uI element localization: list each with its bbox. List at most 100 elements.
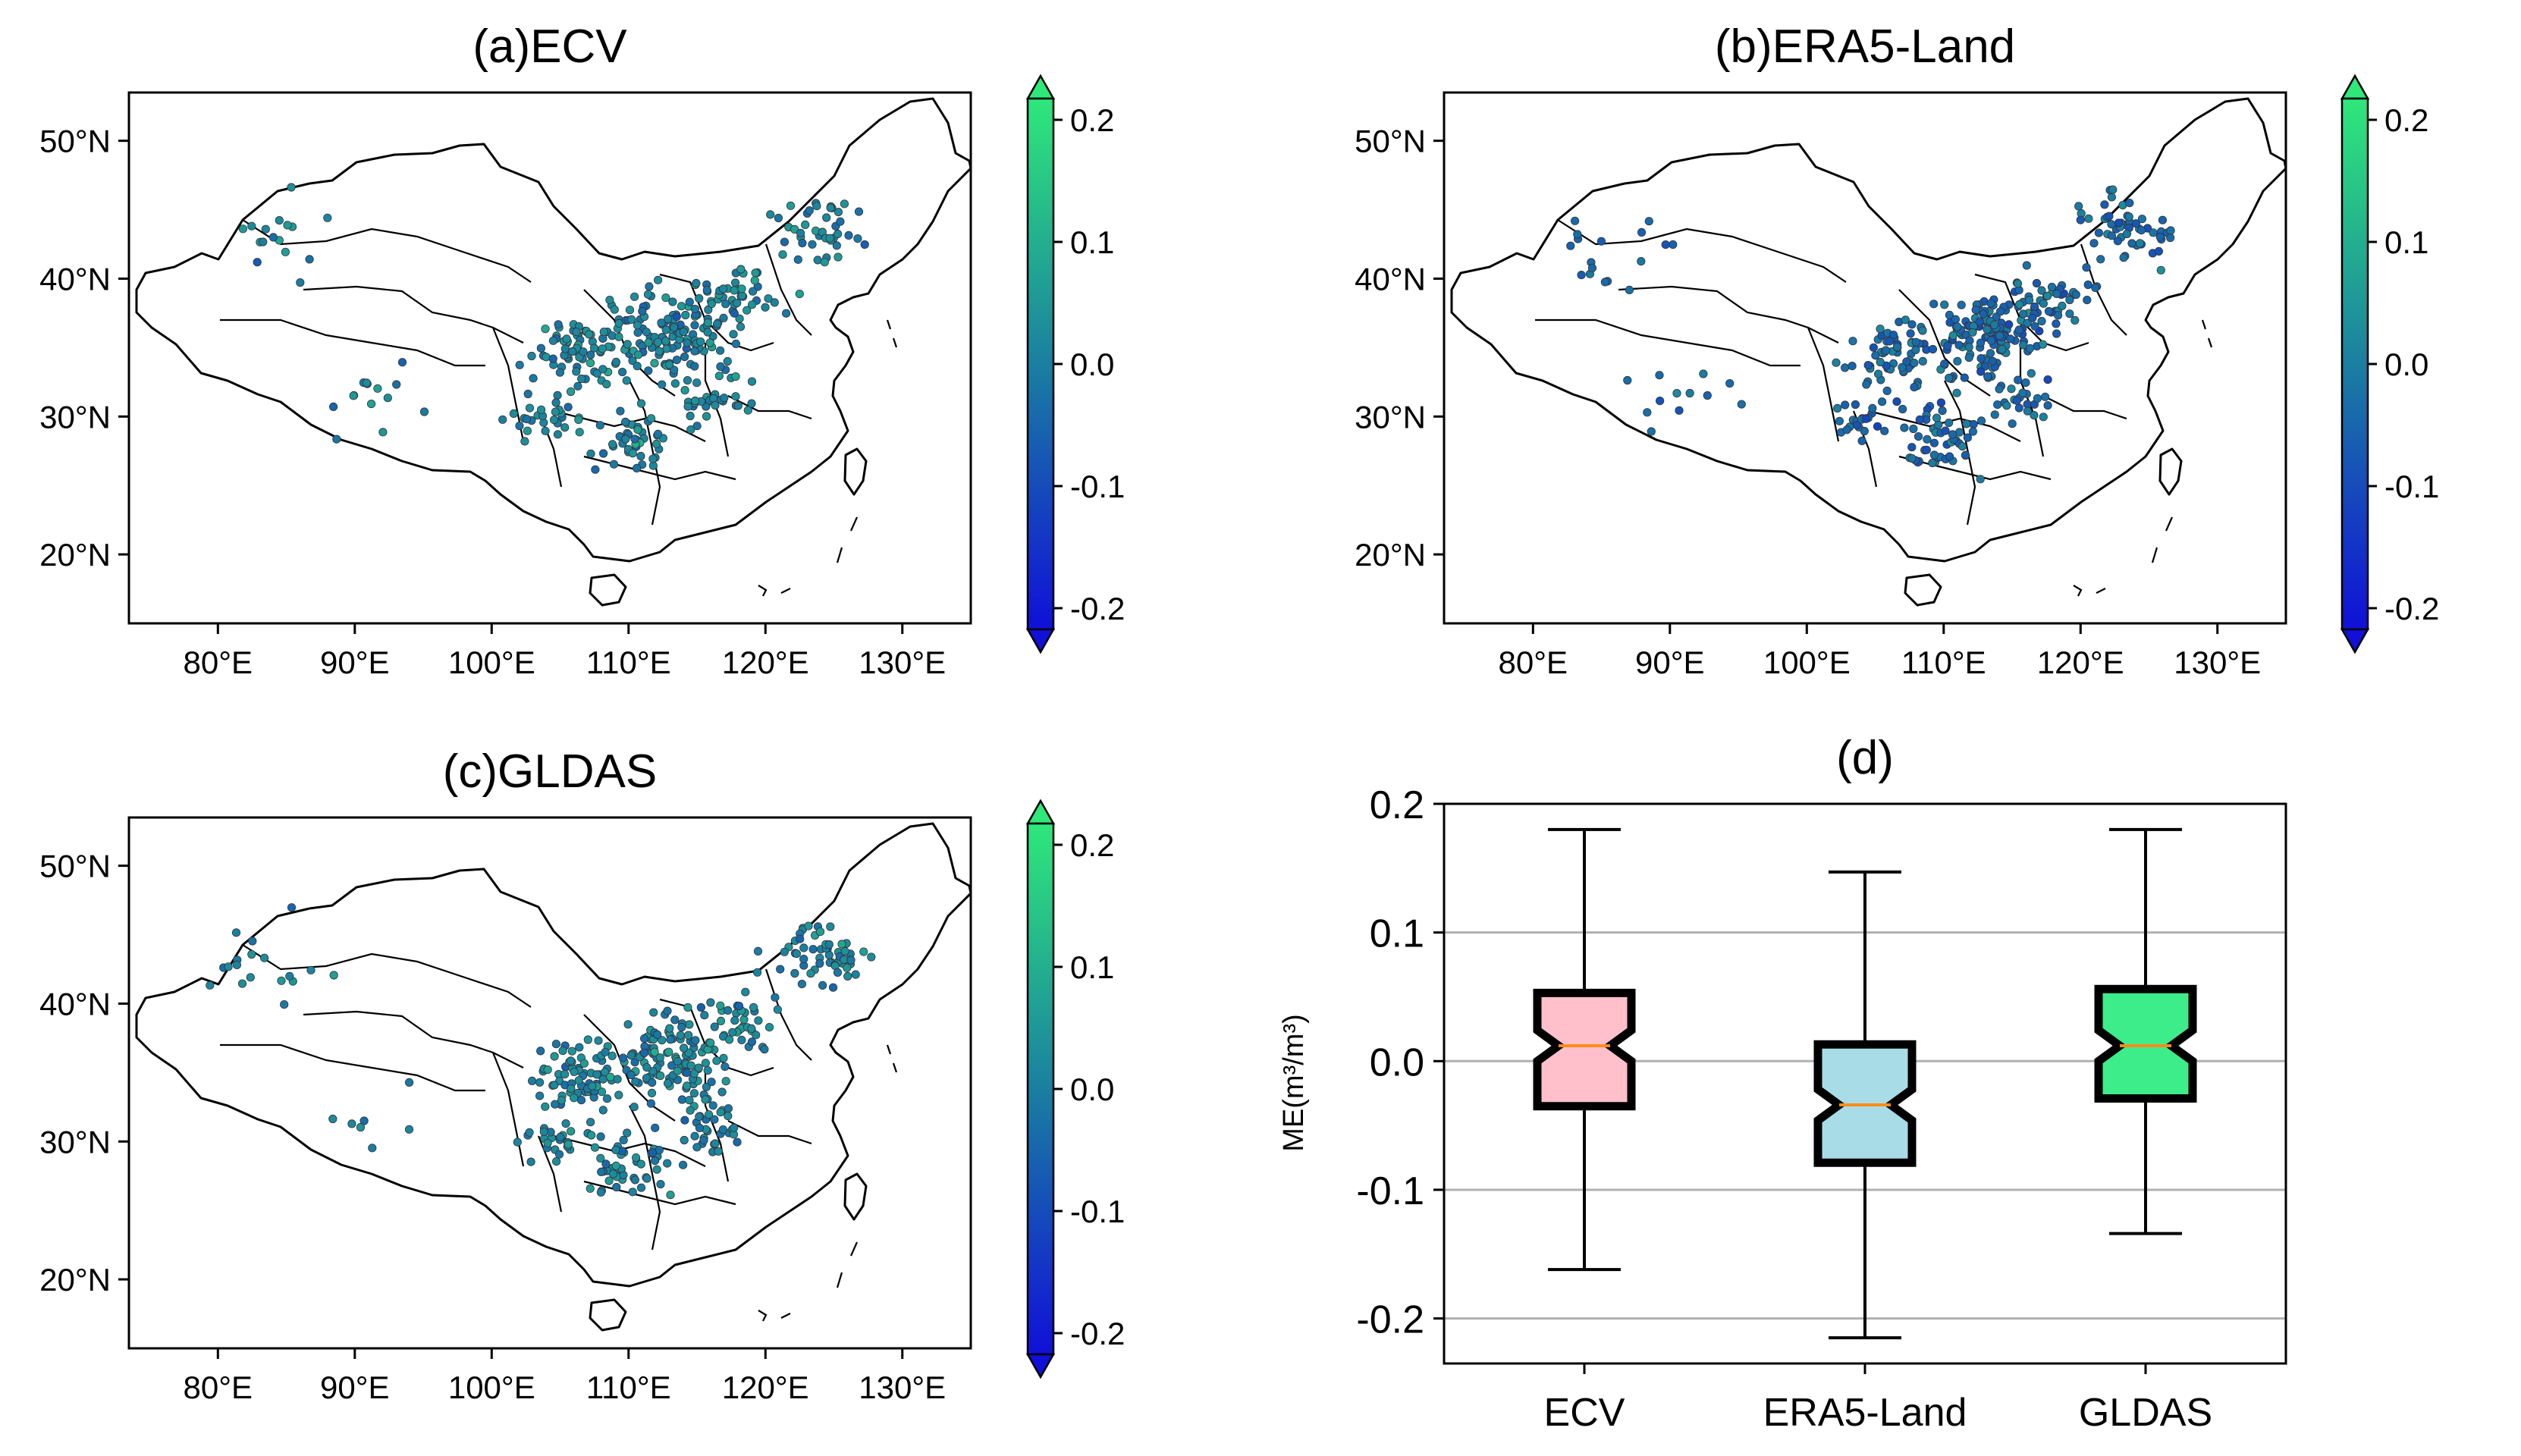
station-marker [661,293,670,303]
station-marker [644,366,653,375]
station-marker [2019,340,2028,350]
station-marker [633,321,642,330]
station-marker [670,379,680,388]
station-marker [683,1068,692,1078]
station-marker [723,356,732,366]
station-marker [509,409,518,418]
station-marker [673,1066,682,1075]
panel-c-map: 80°E 90°E 100°E 110°E 120°E 130°E 50°N 40°N 30°… [39,816,972,1405]
station-marker [231,928,241,937]
station-marker [695,1123,705,1132]
station-marker [716,1107,725,1117]
station-marker [2076,215,2085,224]
station-marker [703,1065,712,1075]
station-marker [677,1022,686,1032]
y-tick-label: 20°N [1355,537,1426,573]
colorbar-tick-label: 0.1 [2384,224,2428,260]
y-tick-label: 0.2 [1370,783,1424,827]
station-marker [588,1081,597,1090]
panel-b-title: (b)ERA5-Land [1715,20,2015,73]
station-marker [586,358,595,368]
station-marker [1976,338,1986,347]
box-ecv [1533,827,1636,1272]
station-marker [663,1078,673,1088]
station-marker [627,315,636,324]
station-marker [206,981,215,990]
station-marker [2039,413,2048,422]
station-marker [1976,367,1986,376]
station-marker [1960,373,1969,382]
station-marker [614,1090,623,1100]
station-marker [560,423,570,432]
station-marker [1945,373,1954,383]
station-marker [2135,239,2145,248]
station-marker [2002,401,2011,410]
station-marker [1963,433,1973,442]
station-marker [854,207,864,216]
station-marker [1936,398,1946,407]
station-marker [795,289,804,299]
x-tick-label: 120°E [2037,645,2124,680]
station-marker [1873,369,1883,378]
station-marker [598,365,607,374]
colorbar-extend-min [2340,628,2370,654]
station-marker [695,1112,704,1121]
station-marker [1655,396,1665,406]
panel-a-basemap [135,97,971,607]
station-marker [724,1006,733,1015]
station-marker [607,1051,617,1060]
station-marker [1840,363,1850,372]
station-marker [628,1188,637,1197]
station-marker [1851,400,1860,410]
station-marker [623,340,632,349]
station-marker [683,338,692,347]
station-marker [636,1183,646,1192]
station-marker [553,391,562,400]
station-marker [730,1123,739,1132]
station-marker [392,380,401,389]
station-marker [598,1106,607,1115]
station-marker [1976,416,1986,425]
station-marker [2015,300,2024,309]
station-marker [696,1003,706,1012]
station-marker [246,973,255,982]
station-marker [815,927,825,937]
station-marker [646,1099,656,1108]
station-marker [1600,278,1609,287]
station-marker [1900,423,1909,432]
station-marker [630,1175,640,1185]
station-marker [2154,246,2164,256]
station-marker [2083,295,2092,305]
station-marker [686,425,695,435]
x-tick-label: ERA5-Land [1763,1391,1967,1435]
station-marker [1962,419,1971,428]
station-marker [1637,228,1647,237]
station-marker [601,1047,610,1056]
x-tick-label: 90°E [1635,645,1705,680]
station-marker [1863,360,1873,370]
station-marker [716,1016,726,1025]
station-marker [362,378,371,388]
panel-d-boxes [1533,827,2197,1340]
panel-a-yticks: 50°N 40°N 30°N 20°N [39,124,129,573]
station-marker [650,359,659,368]
station-marker [568,347,577,356]
station-marker [680,1135,689,1145]
station-marker [616,406,625,416]
station-marker [717,1087,727,1097]
station-marker [1885,337,1895,346]
station-marker [731,392,740,401]
station-marker [564,1140,573,1149]
station-marker [705,338,714,347]
station-marker [778,250,787,259]
station-marker [562,334,571,344]
station-marker [1647,427,1656,436]
station-marker [667,1061,677,1070]
station-marker [644,338,653,347]
station-marker [639,1048,649,1057]
station-marker [2014,375,2023,384]
station-marker [733,298,742,308]
station-marker [1902,357,1911,366]
y-tick-label: 0.1 [1370,912,1424,956]
station-marker [770,298,779,307]
